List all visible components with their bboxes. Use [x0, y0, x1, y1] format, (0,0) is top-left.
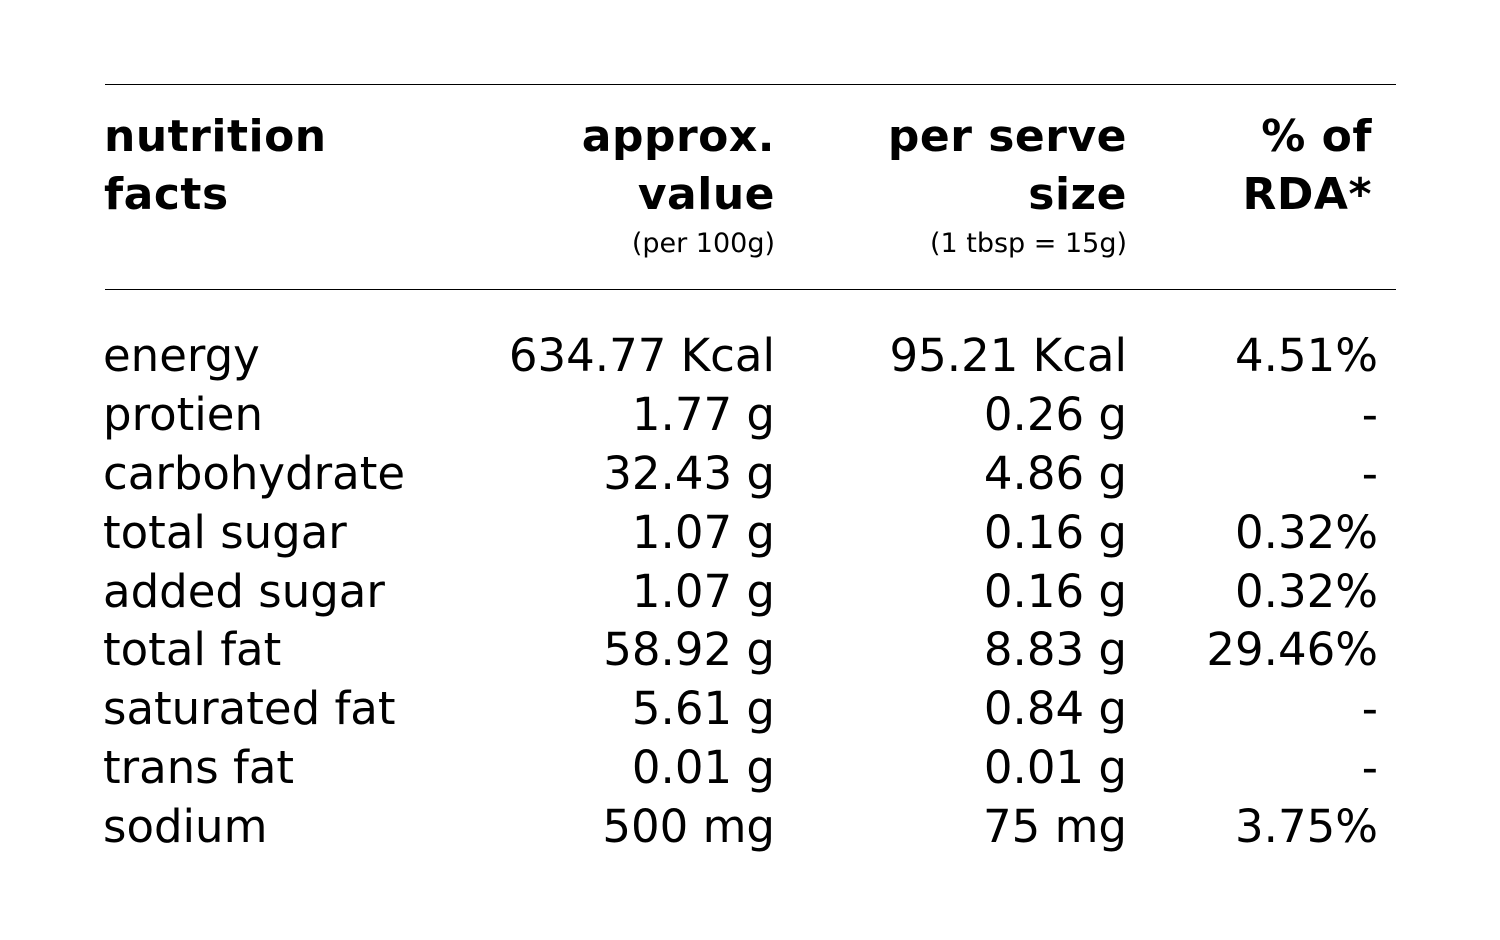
- value-per-serve: 75 mg: [983, 800, 1127, 854]
- nutrient-name: total sugar: [103, 505, 347, 559]
- table-row: saturated fat 5.61 g 0.84 g -: [0, 680, 1500, 739]
- value-per-serve: 0.26 g: [983, 387, 1127, 441]
- header-col3-subtitle: (1 tbsp = 15g): [929, 228, 1127, 259]
- value-per-serve: 95.21 Kcal: [889, 329, 1127, 382]
- nutrient-name: carbohydrate: [103, 446, 406, 500]
- header-approx-value: approx. value (per 100g): [582, 108, 775, 264]
- value-per-100g: 5.61 g: [631, 682, 775, 736]
- header-col1-line1: nutrition: [104, 111, 327, 162]
- value-per-serve: 0.84 g: [983, 682, 1127, 736]
- value-rda: 29.46%: [1206, 623, 1378, 677]
- table-row: carbohydrate 32.43 g 4.86 g -: [0, 445, 1500, 504]
- header-col1-line2: facts: [104, 169, 229, 220]
- nutrient-name: energy: [103, 329, 260, 382]
- value-per-100g: 1.77 g: [631, 387, 775, 441]
- header-rda: % of RDA*: [1243, 108, 1372, 224]
- table-row: total fat 58.92 g 8.83 g 29.46%: [0, 621, 1500, 680]
- header-col3-line2: size: [1028, 169, 1127, 220]
- value-per-serve: 8.83 g: [983, 623, 1127, 677]
- nutrient-name: sodium: [103, 800, 268, 854]
- value-rda: -: [1361, 741, 1378, 795]
- header-col3-line1: per serve: [887, 111, 1127, 162]
- nutrient-name: added sugar: [103, 564, 385, 618]
- value-per-100g: 0.01 g: [631, 741, 775, 795]
- table-row: sodium 500 mg 75 mg 3.75%: [0, 798, 1500, 857]
- value-rda: -: [1361, 682, 1378, 736]
- table-row: trans fat 0.01 g 0.01 g -: [0, 739, 1500, 798]
- table-row: added sugar 1.07 g 0.16 g 0.32%: [0, 563, 1500, 622]
- table-row: total sugar 1.07 g 0.16 g 0.32%: [0, 504, 1500, 563]
- nutrient-name: total fat: [103, 623, 282, 677]
- header-col2-line1: approx.: [581, 111, 775, 162]
- header-col4-line1: % of: [1261, 111, 1372, 162]
- value-per-100g: 500 mg: [602, 800, 775, 854]
- value-per-100g: 58.92 g: [603, 623, 775, 677]
- header-divider: [105, 289, 1396, 290]
- table-row: protien 1.77 g 0.26 g -: [0, 386, 1500, 445]
- nutrient-name: protien: [103, 387, 263, 441]
- nutrition-table-body: energy 634.77 Kcal 95.21 Kcal 4.51% prot…: [0, 327, 1500, 857]
- header-nutrition-facts: nutrition facts: [104, 108, 327, 224]
- value-rda: 3.75%: [1235, 800, 1378, 854]
- value-per-100g: 32.43 g: [603, 446, 775, 500]
- top-divider: [105, 84, 1396, 85]
- value-per-100g: 1.07 g: [631, 505, 775, 559]
- value-per-100g: 1.07 g: [631, 564, 775, 618]
- value-rda: -: [1361, 387, 1378, 441]
- value-per-serve: 0.16 g: [983, 564, 1127, 618]
- value-per-serve: 0.01 g: [983, 741, 1127, 795]
- header-col2-line2: value: [637, 169, 775, 220]
- value-per-serve: 4.86 g: [983, 446, 1127, 500]
- nutrient-name: saturated fat: [103, 682, 396, 736]
- value-per-100g: 634.77 Kcal: [508, 329, 775, 382]
- header-per-serve-size: per serve size (1 tbsp = 15g): [888, 108, 1127, 264]
- nutrient-name: trans fat: [103, 741, 295, 795]
- value-rda: 0.32%: [1235, 564, 1378, 618]
- table-row: energy 634.77 Kcal 95.21 Kcal 4.51%: [0, 327, 1500, 386]
- header-col2-subtitle: (per 100g): [631, 228, 775, 259]
- header-col4-line2: RDA*: [1242, 169, 1372, 220]
- value-rda: 0.32%: [1235, 505, 1378, 559]
- value-rda: 4.51%: [1235, 329, 1378, 382]
- value-per-serve: 0.16 g: [983, 505, 1127, 559]
- value-rda: -: [1361, 446, 1378, 500]
